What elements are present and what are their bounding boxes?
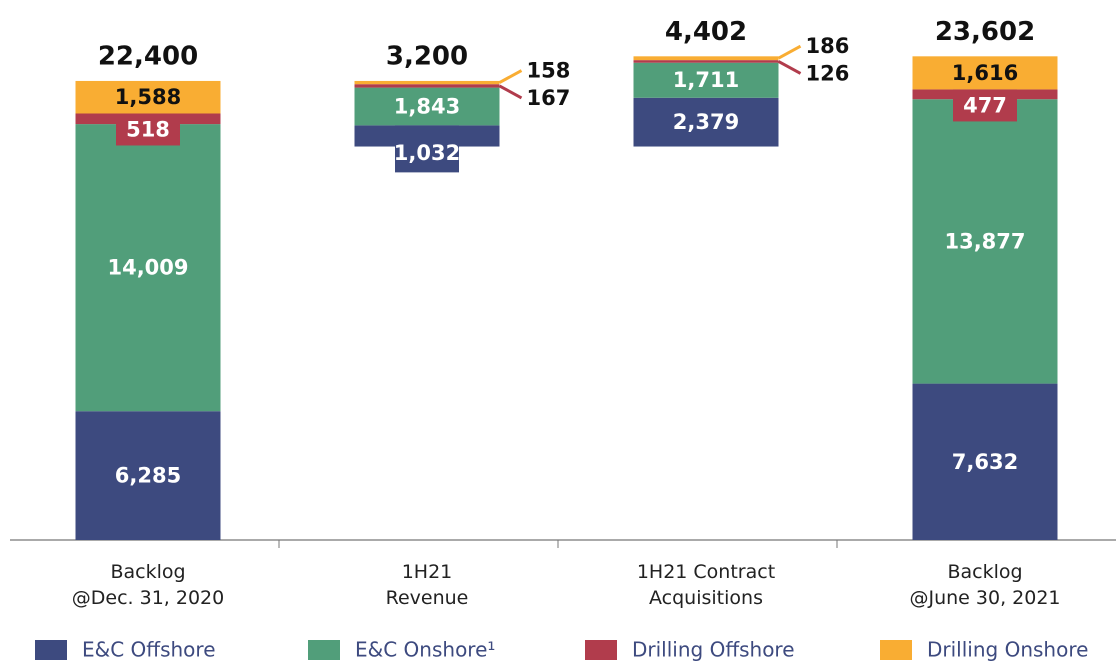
legend-label: Drilling Offshore [632, 638, 795, 662]
value-label: 1,588 [115, 85, 181, 109]
label-box [395, 125, 459, 173]
x-tick-line: Revenue [386, 587, 469, 609]
x-tick-label: Backlog @June 30, 2021 [909, 561, 1060, 609]
x-tick-line: 1H21 [402, 561, 453, 583]
total-label: 4,402 [665, 17, 747, 47]
bar-segment [354, 87, 500, 126]
legend-swatch [308, 640, 340, 660]
value-label: 14,009 [107, 256, 188, 280]
label-box [116, 113, 180, 146]
leader-line [777, 60, 802, 75]
x-tick-line: @June 30, 2021 [909, 587, 1060, 609]
value-label: 1,616 [952, 61, 1018, 85]
bar-segment [75, 124, 221, 412]
value-label: 13,877 [944, 229, 1025, 253]
x-tick-label: Backlog @Dec. 31, 2020 [72, 561, 224, 609]
value-label: 167 [527, 86, 571, 110]
bar-segment [912, 99, 1058, 384]
value-label: 518 [126, 117, 170, 141]
value-label: 477 [963, 93, 1007, 117]
value-label: 7,632 [952, 450, 1018, 474]
x-tick-line: @Dec. 31, 2020 [72, 587, 224, 609]
bar-segment [75, 411, 221, 540]
bar-segment [633, 60, 779, 63]
x-tick-line: Backlog [110, 561, 185, 583]
legend-label: E&C Onshore¹ [355, 638, 495, 662]
bar-segment [633, 97, 779, 147]
x-tick-line: Backlog [947, 561, 1022, 583]
value-label: 158 [527, 59, 571, 83]
total-label: 23,602 [935, 17, 1035, 47]
value-label: 2,379 [673, 110, 739, 134]
x-tick-line: Acquisitions [649, 587, 763, 609]
legend-swatch [35, 640, 67, 660]
leader-line [498, 84, 523, 100]
bar-segment [912, 383, 1058, 540]
x-tick-label: 1H21 Revenue [386, 561, 469, 609]
legend-swatch [880, 640, 912, 660]
total-label: 22,400 [98, 41, 198, 71]
leader-line [777, 44, 802, 60]
x-tick-label: 1H21 Contract Acquisitions [637, 561, 775, 609]
value-label: 1,843 [394, 94, 460, 118]
x-tick-line: 1H21 Contract [637, 561, 775, 583]
bar-segment [354, 80, 500, 85]
value-label: 186 [806, 34, 850, 58]
legend-label: E&C Offshore [82, 638, 216, 662]
bar-segment [633, 56, 779, 61]
bar-segment [912, 56, 1058, 90]
label-box [953, 89, 1017, 122]
value-label: 126 [806, 61, 850, 85]
total-label: 3,200 [386, 41, 468, 71]
bar-segment [354, 84, 500, 88]
leader-line [498, 69, 523, 84]
bar-segment [633, 62, 779, 98]
legend-swatch [585, 640, 617, 660]
value-label: 1,032 [394, 141, 460, 165]
legend-label: Drilling Onshore [927, 638, 1088, 662]
value-label: 1,711 [673, 68, 739, 92]
value-label: 6,285 [115, 464, 181, 488]
bar-segment [75, 80, 221, 114]
